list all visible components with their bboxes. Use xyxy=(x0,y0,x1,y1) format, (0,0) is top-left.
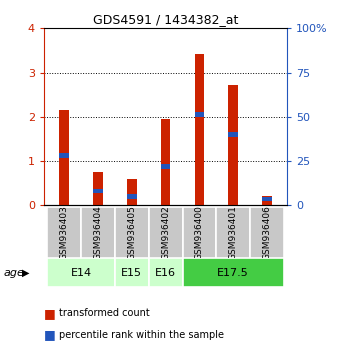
Text: E16: E16 xyxy=(155,268,176,278)
Bar xyxy=(228,132,238,137)
Title: GDS4591 / 1434382_at: GDS4591 / 1434382_at xyxy=(93,13,238,26)
Bar xyxy=(216,207,250,258)
Text: E15: E15 xyxy=(121,268,142,278)
Text: GSM936401: GSM936401 xyxy=(229,205,238,260)
Bar xyxy=(47,207,81,258)
Bar xyxy=(228,85,238,205)
Bar xyxy=(93,172,103,205)
Bar xyxy=(127,179,137,205)
Bar xyxy=(127,194,137,199)
Bar xyxy=(195,54,204,205)
Bar xyxy=(195,112,204,117)
Text: E17.5: E17.5 xyxy=(217,268,249,278)
Text: E14: E14 xyxy=(71,268,92,278)
Bar xyxy=(115,258,149,287)
Bar xyxy=(161,164,170,169)
Text: transformed count: transformed count xyxy=(59,308,150,318)
Text: GSM936404: GSM936404 xyxy=(94,205,102,260)
Text: ▶: ▶ xyxy=(22,268,29,278)
Bar xyxy=(47,258,115,287)
Text: ■: ■ xyxy=(44,328,56,341)
Text: GSM936403: GSM936403 xyxy=(60,205,69,260)
Text: GSM936405: GSM936405 xyxy=(127,205,136,260)
Text: percentile rank within the sample: percentile rank within the sample xyxy=(59,330,224,339)
Bar xyxy=(262,198,272,201)
Text: age: age xyxy=(3,268,24,278)
Text: GSM936402: GSM936402 xyxy=(161,205,170,260)
Bar xyxy=(262,195,272,205)
Bar xyxy=(93,189,103,193)
Bar xyxy=(149,258,183,287)
Text: GSM936400: GSM936400 xyxy=(195,205,204,260)
Bar xyxy=(81,207,115,258)
Text: GSM936406: GSM936406 xyxy=(263,205,271,260)
Bar xyxy=(115,207,149,258)
Bar xyxy=(183,207,216,258)
Bar xyxy=(250,207,284,258)
Bar xyxy=(183,258,284,287)
Bar xyxy=(59,153,69,159)
Text: ■: ■ xyxy=(44,307,56,320)
Bar xyxy=(149,207,183,258)
Bar xyxy=(161,119,170,205)
Bar xyxy=(59,110,69,205)
